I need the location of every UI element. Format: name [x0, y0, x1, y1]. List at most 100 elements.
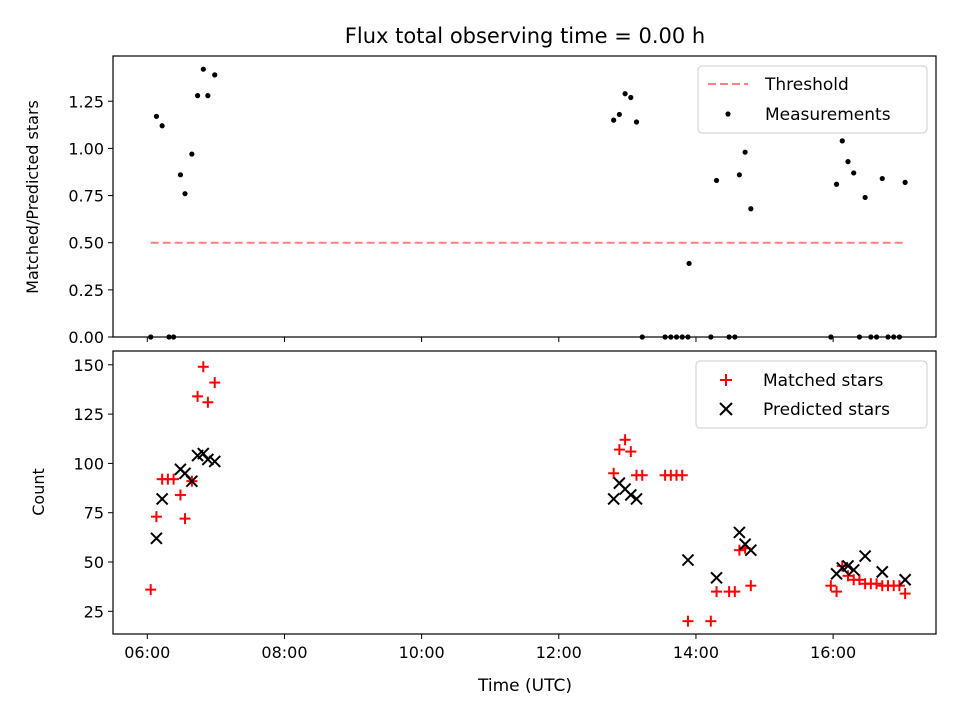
matched-stars-point [745, 580, 757, 592]
matched-stars-point [836, 560, 848, 572]
ratio-y-tick-label: 1.00 [68, 139, 104, 158]
measurements-point [742, 149, 748, 155]
x-tick-label: 10:00 [399, 643, 445, 662]
predicted-stars-point-b [624, 488, 638, 502]
matched-legend-label: Matched stars [763, 371, 883, 391]
count-y-tick-label: 50 [84, 553, 104, 572]
matched-stars-point [636, 469, 648, 481]
predicted-stars-point-b [618, 482, 632, 496]
measurements-point [902, 179, 908, 185]
predicted-stars-point [185, 474, 199, 488]
measurements-legend-swatch [725, 111, 731, 117]
predicted-stars-point-b [710, 571, 723, 585]
predicted-stars-point [201, 453, 215, 466]
x-axis-label: Time (UTC) [477, 676, 572, 696]
matched-stars-point [871, 578, 883, 590]
measurements-point [633, 119, 640, 125]
count-plot-area [145, 361, 912, 627]
count-y-tick-label: 25 [84, 602, 104, 621]
matched-stars-point [192, 390, 204, 402]
measurements-point [205, 93, 211, 99]
measurements-point [189, 151, 195, 157]
measurements-point [159, 123, 165, 129]
measurements-point [845, 159, 851, 165]
predicted-stars-point [208, 455, 221, 468]
ratio-y-tick-label: 0.25 [68, 281, 104, 300]
predicted-stars-point [710, 571, 723, 585]
predicted-stars-point [898, 573, 912, 586]
count-y-tick-label: 150 [73, 356, 104, 375]
matched-stars-point [893, 580, 905, 592]
predicted-legend-label: Predicted stars [763, 400, 890, 420]
predicted-stars-point-b [607, 492, 620, 506]
matched-stars-point [625, 446, 637, 458]
predicted-stars-point [624, 488, 638, 502]
matched-stars-point [179, 513, 191, 525]
matched-stars-point [853, 574, 865, 586]
count-axes-frame [112, 350, 937, 635]
ratio-y-axis-label: Matched/Predicted stars [23, 100, 42, 294]
measurements-point [851, 170, 857, 176]
count-legend: Matched stars Predicted stars [695, 360, 928, 429]
count-panel: 06:00 08:00 10:00 12:00 14:00 16:00 25 50 75 100 1… [29, 350, 937, 696]
measurements-point [200, 66, 206, 72]
measurements-point [736, 172, 742, 178]
matched-stars-point [825, 580, 837, 592]
matched-stars-point [168, 473, 180, 485]
ratio-y-tick-label: 0.50 [68, 234, 104, 253]
matched-stars-point [174, 489, 186, 501]
matched-legend-swatch [720, 374, 732, 386]
predicted-stars-point-b [155, 492, 169, 506]
matched-stars-point [705, 615, 717, 627]
chart-title: Flux total observing time = 0.00 h [345, 24, 705, 48]
measurements-point [879, 175, 885, 182]
predicted-stars-point-b [738, 538, 752, 551]
count-y-axis-label: Count [29, 468, 48, 516]
measurements-point [713, 177, 720, 184]
x-tick-label: 06:00 [124, 643, 170, 662]
count-axes-ticks: 06:00 08:00 10:00 12:00 14:00 16:00 25 50 75 100 1… [73, 356, 856, 662]
count-legend-box [695, 360, 928, 429]
predicted-stars-point-b [744, 543, 758, 557]
matched-stars-point [729, 586, 741, 598]
measurements-point [839, 138, 845, 144]
ratio-panel: 0.00 0.25 0.50 0.75 1.00 1.25 Matched/Predict… [23, 55, 937, 347]
measurements-point [194, 93, 201, 99]
matched-stars-point [197, 361, 209, 373]
predicted-legend-swatch [719, 402, 733, 416]
predicted-stars-point-b [150, 532, 163, 545]
predicted-stars-point [876, 565, 889, 579]
matched-stars-point [733, 544, 745, 556]
measurements-point [182, 191, 188, 197]
predicted-stars-point-b [630, 492, 643, 506]
ratio-y-tick-label: 1.25 [68, 92, 104, 111]
predicted-stars-point [681, 553, 695, 567]
predicted-stars-point-b [185, 474, 199, 488]
matched-stars-point [831, 586, 843, 598]
predicted-stars-point [847, 563, 860, 577]
measurements-point [153, 113, 160, 119]
threshold-legend-label: Threshold [764, 75, 849, 95]
measurements-legend-label: Measurements [765, 105, 891, 125]
x-tick-label: 12:00 [536, 643, 582, 662]
count-y-tick-label: 100 [73, 454, 104, 473]
ratio-plot-area [148, 66, 908, 340]
matched-stars-point [608, 467, 620, 479]
predicted-stars-point-b [613, 476, 626, 490]
measurements-point [611, 117, 617, 123]
ratio-axes-ticks: 0.00 0.25 0.50 0.75 1.00 1.25 [68, 92, 834, 347]
ratio-axes-frame [112, 55, 937, 338]
predicted-stars-point-b [208, 455, 221, 468]
matched-stars-point [150, 511, 162, 523]
predicted-stars-point-b [733, 526, 746, 539]
matched-stars-point [619, 434, 631, 446]
measurements-point [862, 194, 868, 201]
predicted-stars-point [733, 526, 746, 539]
measurements-point [748, 206, 754, 212]
matched-stars-point [145, 584, 157, 596]
predicted-stars-point-b [681, 553, 695, 567]
measurements-point [686, 260, 692, 267]
x-tick-label: 14:00 [673, 643, 719, 662]
measurements-point [628, 94, 634, 101]
